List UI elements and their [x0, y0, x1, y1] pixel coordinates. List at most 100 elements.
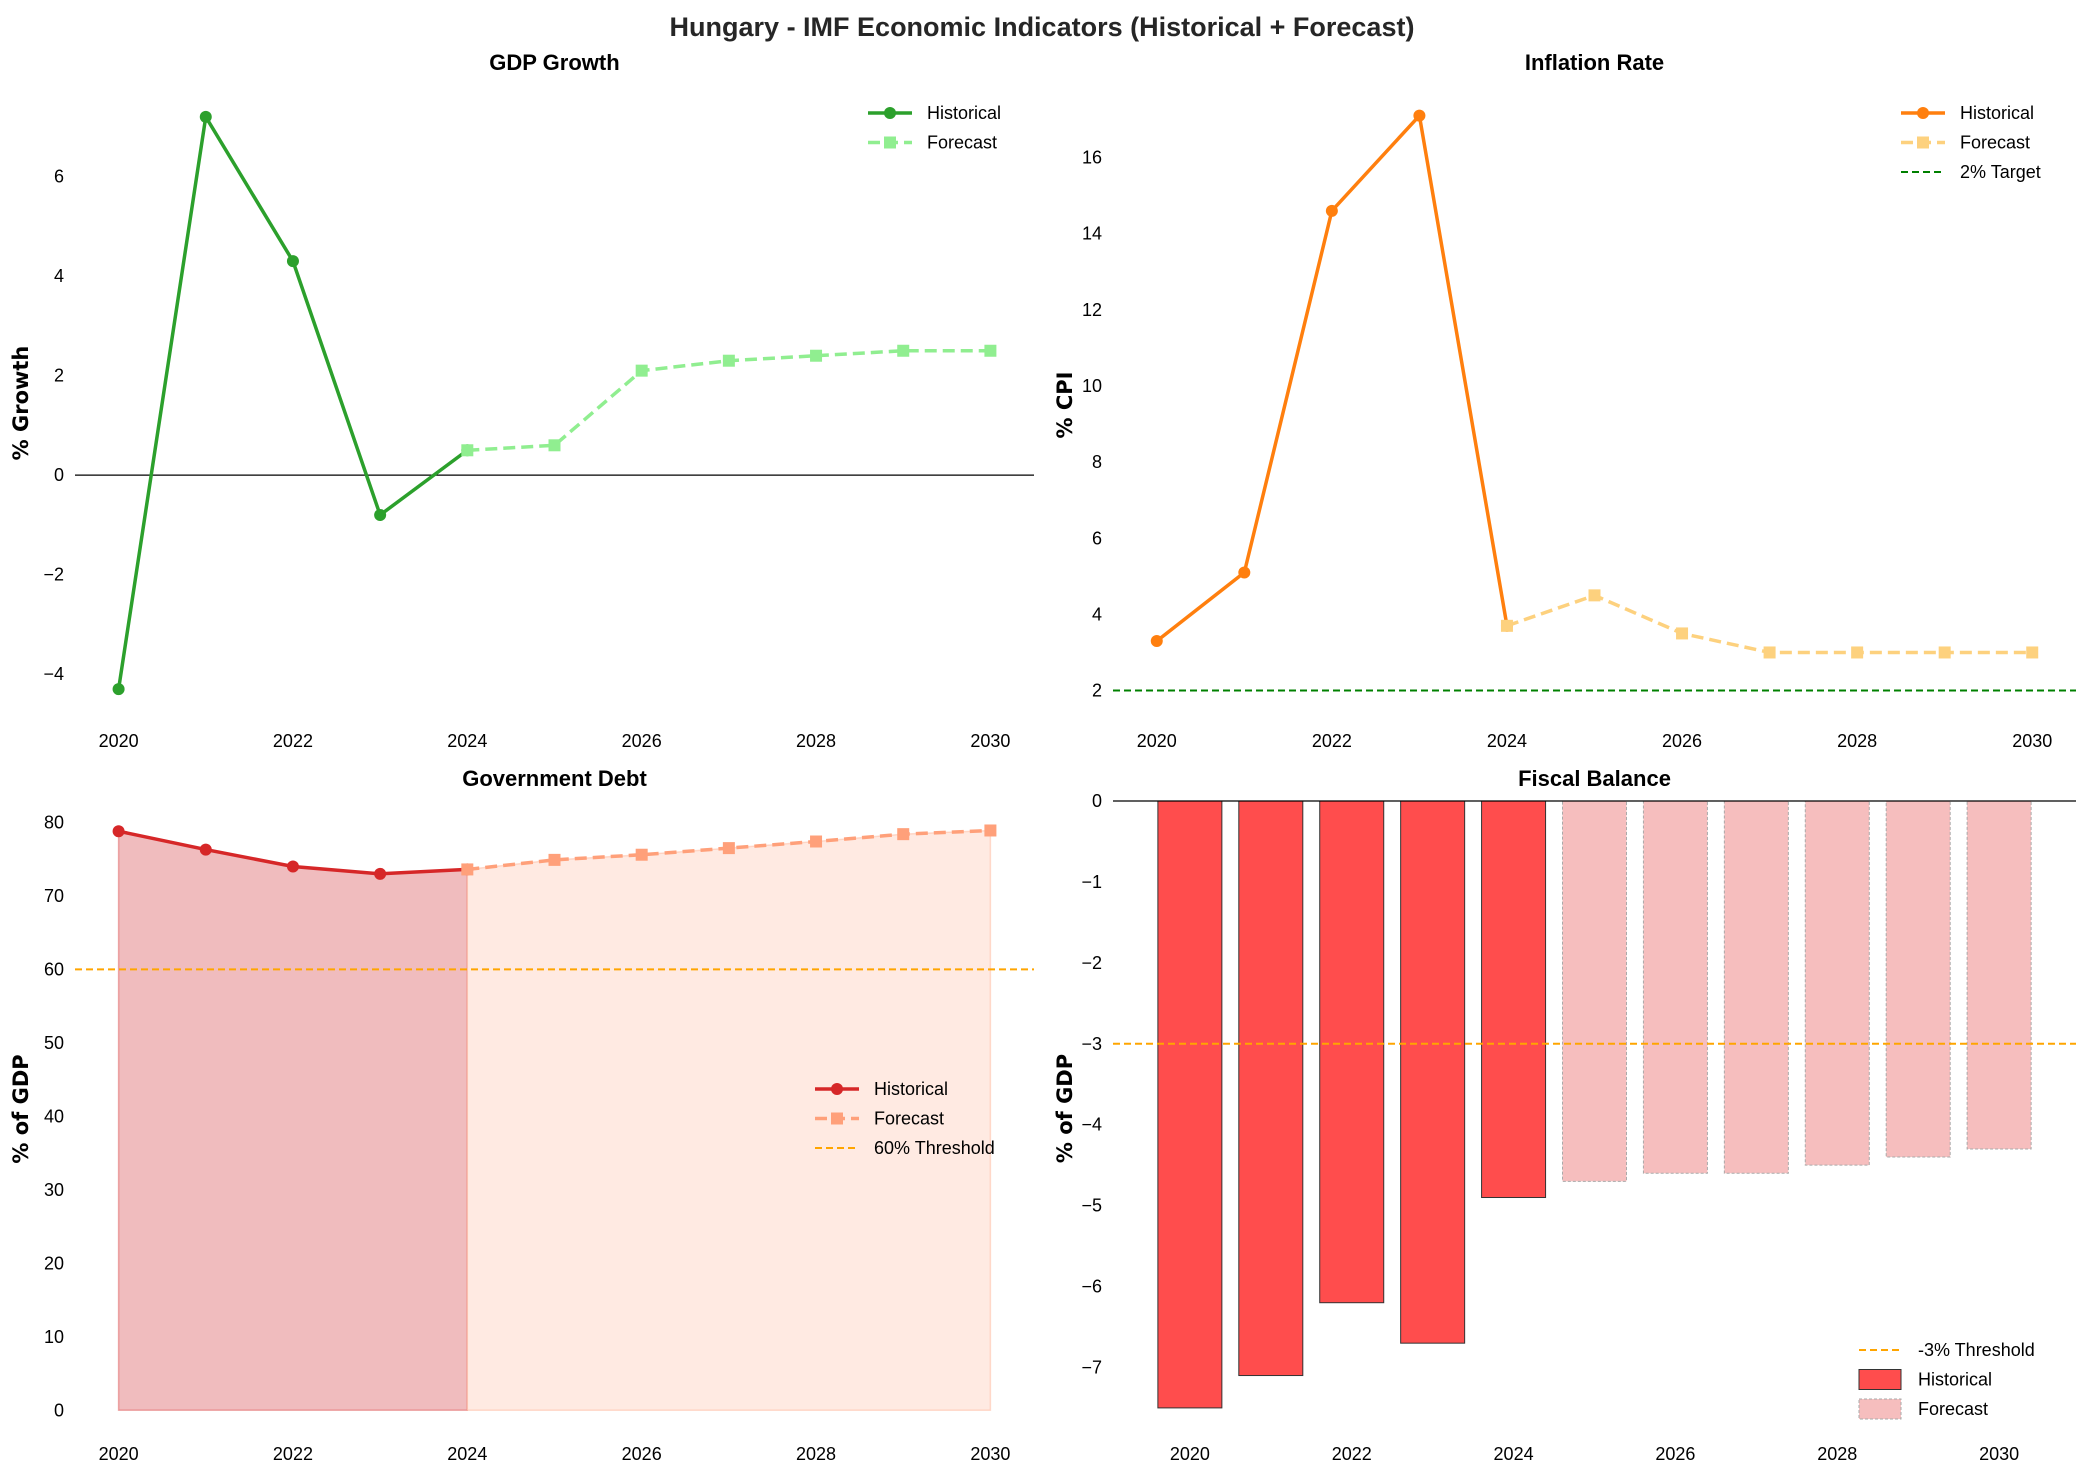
y-axis-label: % of GDP — [1053, 1054, 1077, 1163]
y-tick-label: 10 — [44, 1327, 64, 1347]
y-tick-label: −6 — [1081, 1277, 1102, 1297]
y-tick-label: 40 — [44, 1106, 64, 1126]
bar-historical-2024 — [1481, 800, 1547, 1199]
x-tick-label: 2022 — [273, 1444, 313, 1464]
point-historical-2022 — [1325, 204, 1338, 217]
bar-historical-2020 — [1157, 800, 1223, 1409]
y-tick-label: 60 — [44, 959, 64, 979]
x-tick-label: 2028 — [796, 731, 836, 751]
x-tick-label: 2030 — [2012, 731, 2052, 751]
panel-debt: Government Debt % of GDP 2020 2022 2024 2026 2… — [9, 766, 1034, 1464]
point-forecast-2025 — [548, 439, 561, 452]
legend-marker — [884, 136, 896, 149]
point-forecast-2025 — [1588, 589, 1601, 602]
line-forecast — [1506, 593, 2033, 655]
y-tick-label: 0 — [54, 465, 64, 485]
bar-forecast-2027 — [1723, 800, 1789, 1174]
x-tick-label: 2024 — [447, 731, 487, 751]
legend-marker — [1917, 136, 1929, 149]
point-forecast-2028 — [810, 349, 823, 362]
x-tick-label: 2024 — [1494, 1444, 1534, 1464]
legend-label: Historical — [1960, 103, 2034, 123]
y-tick-label: 8 — [1092, 452, 1102, 472]
point-historical-2021 — [199, 110, 212, 123]
y-axis-label: % Growth — [9, 346, 33, 461]
point-historical-2020 — [112, 683, 125, 696]
point-historical-2022 — [286, 255, 299, 268]
y-tick-label: 50 — [44, 1033, 64, 1053]
legend-item: -3% Threshold — [1859, 1340, 2035, 1360]
figure-title: Hungary - IMF Economic Indicators (Histo… — [670, 12, 1415, 42]
y-axis-label: % CPI — [1053, 372, 1077, 439]
point-forecast-2030 — [2026, 646, 2039, 659]
point-forecast-2030 — [984, 824, 997, 837]
y-axis-label: % of GDP — [9, 1054, 33, 1163]
legend-item: Forecast — [1901, 133, 2030, 153]
point-forecast-2026 — [1676, 627, 1689, 640]
legend-item: Forecast — [868, 133, 997, 153]
point-forecast-2030 — [984, 344, 997, 357]
point-forecast-2028 — [1851, 646, 1864, 659]
y-tick-label: −5 — [1081, 1196, 1102, 1216]
panel-fiscal: Fiscal Balance % of GDP 2020 2022 2024 2026 20… — [1053, 766, 2076, 1464]
legend-label: Historical — [1918, 1370, 1992, 1390]
x-tick-label: 2028 — [1817, 1444, 1857, 1464]
y-tick-label: 14 — [1082, 224, 1102, 244]
panel-inflation: Inflation Rate % CPI 2020 2022 2024 2026 2028 2… — [1053, 50, 2076, 751]
legend-item: Forecast — [815, 1109, 944, 1129]
bar-historical-2021 — [1238, 800, 1304, 1377]
y-tick-label: 6 — [1092, 528, 1102, 548]
point-historical-2023 — [374, 508, 387, 521]
x-tick-label: 2020 — [99, 1444, 139, 1464]
legend-item: Historical — [815, 1079, 948, 1099]
legend-item: 60% Threshold — [815, 1138, 995, 1158]
point-forecast-2029 — [897, 828, 910, 841]
point-historical-2023 — [1413, 109, 1426, 122]
legend-label: Forecast — [1918, 1399, 1988, 1419]
x-tick-label: 2026 — [622, 731, 662, 751]
panel-title: Government Debt — [462, 766, 647, 791]
point-forecast-2025 — [548, 853, 561, 866]
point-forecast-2024 — [461, 444, 474, 457]
x-tick-label: 2020 — [99, 731, 139, 751]
bar-forecast-2029 — [1885, 800, 1951, 1158]
legend-label: Historical — [927, 103, 1001, 123]
y-tick-label: 16 — [1082, 148, 1102, 168]
legend-label: 2% Target — [1960, 162, 2041, 182]
y-tick-label: −4 — [1081, 1115, 1102, 1135]
point-forecast-2024 — [1500, 619, 1513, 632]
legend-marker — [1917, 107, 1929, 119]
point-forecast-2027 — [722, 354, 735, 367]
point-historical-2021 — [199, 843, 212, 856]
bar-forecast-2030 — [1966, 800, 2032, 1150]
point-forecast-2026 — [635, 848, 648, 861]
y-tick-label: 20 — [44, 1253, 64, 1273]
legend-marker — [831, 1112, 843, 1125]
bar-forecast-2028 — [1804, 800, 1870, 1166]
x-tick-label: 2026 — [622, 1444, 662, 1464]
point-forecast-2028 — [810, 835, 823, 848]
y-tick-label: −4 — [43, 664, 64, 684]
legend-label: Forecast — [927, 133, 997, 153]
legend: Historical Forecast — [868, 103, 1001, 153]
x-tick-label: 2026 — [1655, 1444, 1695, 1464]
x-tick-label: 2028 — [796, 1444, 836, 1464]
legend: Historical Forecast 2% Target — [1901, 103, 2041, 182]
x-tick-label: 2020 — [1137, 731, 1177, 751]
legend-item: Historical — [868, 103, 1001, 123]
point-forecast-2027 — [1763, 646, 1776, 659]
x-tick-label: 2020 — [1170, 1444, 1210, 1464]
y-tick-label: 12 — [1082, 300, 1102, 320]
point-forecast-2029 — [897, 344, 910, 357]
y-tick-label: −2 — [1081, 953, 1102, 973]
x-tick-label: 2030 — [970, 731, 1010, 751]
legend-item: Historical — [1901, 103, 2034, 123]
legend-swatch — [1858, 1398, 1902, 1420]
point-historical-2022 — [286, 860, 299, 873]
bar-historical-2022 — [1319, 800, 1385, 1304]
legend-item: 2% Target — [1901, 162, 2041, 182]
panel-title: Inflation Rate — [1525, 50, 1664, 75]
y-tick-label: 2 — [54, 366, 64, 386]
x-tick-label: 2024 — [447, 1444, 487, 1464]
